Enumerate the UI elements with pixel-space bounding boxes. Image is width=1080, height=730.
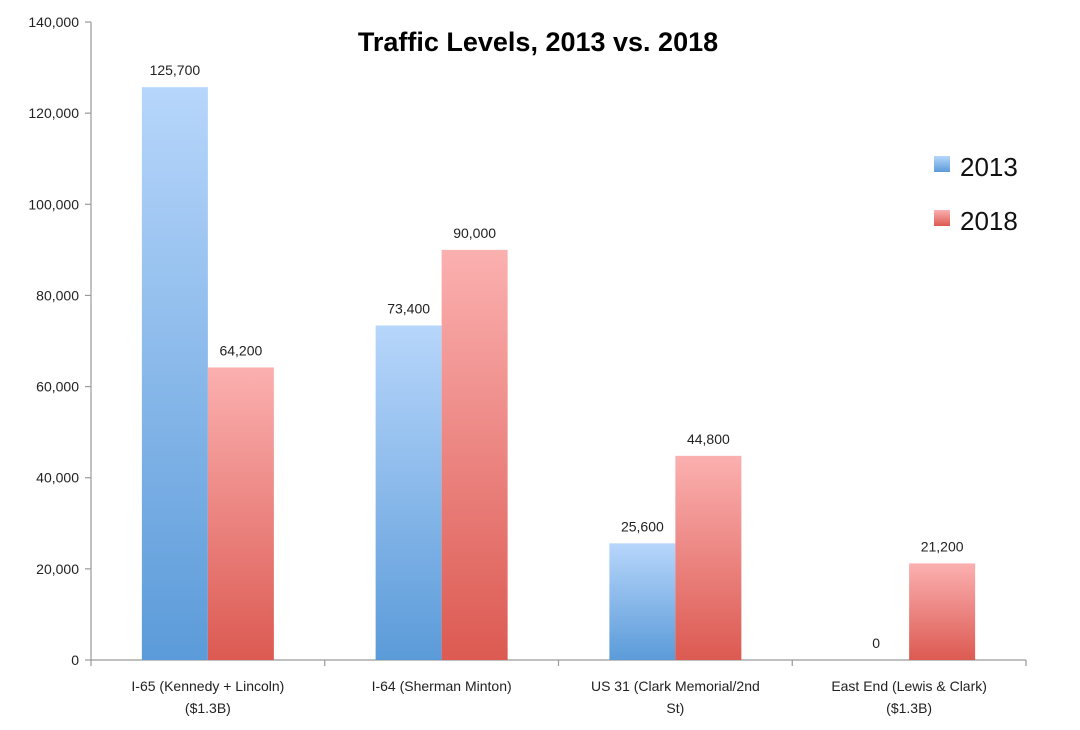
bars [141, 87, 976, 661]
data-label-2013-2: 73,400 [387, 301, 430, 317]
y-tick-label: 120,000 [28, 105, 79, 121]
category-label: East End (Lewis & Clark) [831, 678, 987, 694]
legend-swatch-2018 [934, 210, 950, 226]
y-tick-label: 40,000 [36, 470, 79, 486]
data-labels: 125,700 64,200 73,400 90,000 25,600 44,800 0 21… [150, 62, 964, 651]
legend-swatch-2013 [934, 156, 950, 172]
y-tick-label: 0 [71, 652, 79, 668]
category-labels: I-65 (Kennedy + Lincoln) ($1.3B) I-64 (She… [131, 678, 987, 716]
data-label-2013-3: 25,600 [621, 518, 664, 534]
y-tick-label: 20,000 [36, 561, 79, 577]
bar-2013-1 [141, 87, 208, 661]
bar-2018-2 [441, 249, 508, 660]
chart-title: Traffic Levels, 2013 vs. 2018 [358, 27, 718, 57]
y-tick-label: 100,000 [28, 196, 79, 212]
bar-2013-3 [609, 543, 676, 660]
y-tick-label: 80,000 [36, 287, 79, 303]
category-label: US 31 (Clark Memorial/2nd [591, 678, 760, 694]
data-label-2018-3: 44,800 [687, 431, 730, 447]
legend-label-2013: 2013 [960, 152, 1018, 182]
category-label: ($1.3B) [185, 700, 231, 716]
category-label: ($1.3B) [886, 700, 932, 716]
category-label: I-65 (Kennedy + Lincoln) [131, 678, 284, 694]
data-label-2018-2: 90,000 [453, 225, 496, 241]
data-label-2013-4: 0 [872, 635, 880, 651]
data-label-2018-4: 21,200 [921, 538, 964, 554]
data-label-2013-1: 125,700 [150, 62, 201, 78]
category-label: I-64 (Sherman Minton) [372, 678, 512, 694]
axes: 0 20,000 40,000 60,000 80,000 100,000 120,000 1… [28, 14, 1027, 668]
data-label-2018-1: 64,200 [219, 342, 262, 358]
y-tick-label: 140,000 [28, 14, 79, 30]
bar-2013-2 [375, 325, 442, 660]
bar-2018-4 [909, 563, 976, 660]
bar-2018-1 [207, 367, 274, 660]
legend: 2013 2018 [934, 152, 1018, 236]
y-tick-label: 60,000 [36, 379, 79, 395]
bar-2018-3 [675, 455, 742, 660]
legend-label-2018: 2018 [960, 206, 1018, 236]
category-label: St) [666, 700, 684, 716]
